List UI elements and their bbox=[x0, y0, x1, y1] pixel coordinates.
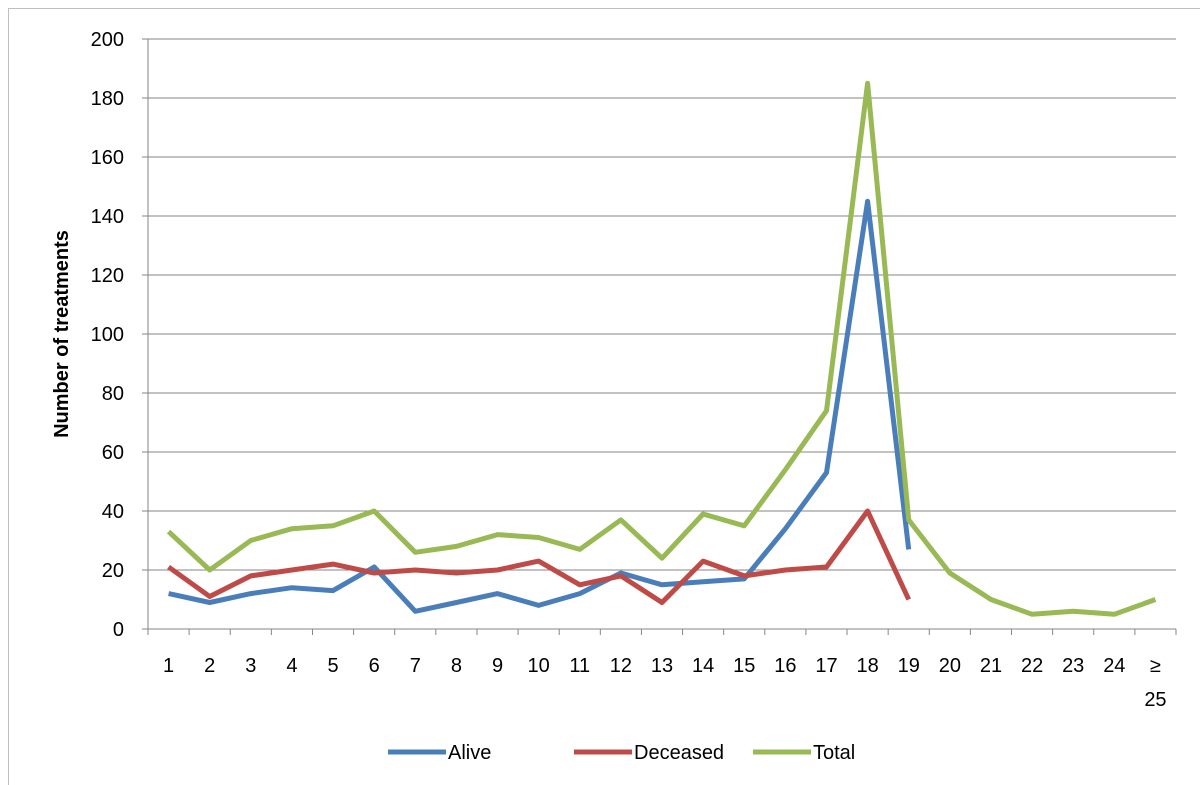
x-tick-label: 17 bbox=[815, 655, 837, 677]
x-tick-label: 23 bbox=[1062, 655, 1084, 677]
x-tick-label: 5 bbox=[327, 655, 338, 677]
x-tick-label: 16 bbox=[774, 655, 796, 677]
y-axis-title: Number of treatments bbox=[51, 230, 73, 438]
x-tick-label: 3 bbox=[245, 655, 256, 677]
gridlines bbox=[148, 38, 1176, 571]
x-tick-label: 18 bbox=[856, 655, 878, 677]
y-tick-label: 140 bbox=[91, 206, 124, 228]
series-lines bbox=[166, 80, 1157, 617]
y-tick-label: 120 bbox=[91, 265, 124, 287]
x-tick-label: 11 bbox=[569, 655, 590, 677]
x-tick-label: 21 bbox=[980, 655, 1002, 677]
legend: Alive Deceased Total bbox=[388, 742, 855, 764]
x-tick-label: 8 bbox=[451, 655, 462, 677]
legend-label-total: Total bbox=[813, 742, 855, 764]
x-tick-label: 12 bbox=[610, 655, 632, 677]
y-tick-label: 60 bbox=[102, 442, 124, 464]
y-tick-label: 80 bbox=[102, 383, 124, 405]
y-tick-label: 100 bbox=[91, 324, 124, 346]
x-tick-label: 4 bbox=[286, 655, 297, 677]
y-tick-label: 40 bbox=[102, 501, 124, 523]
y-tick-label: 180 bbox=[91, 88, 124, 110]
series-line-total bbox=[166, 80, 1157, 617]
x-tick-label: 20 bbox=[939, 655, 961, 677]
x-tick-label: 10 bbox=[528, 655, 550, 677]
chart-frame bbox=[8, 8, 1200, 785]
x-tick-label: 19 bbox=[898, 655, 920, 677]
x-tick-label: 22 bbox=[1021, 655, 1043, 677]
y-tick-label: 160 bbox=[91, 147, 124, 169]
x-tick-label: 9 bbox=[492, 655, 503, 677]
y-tick-label: 200 bbox=[91, 29, 124, 51]
x-tick-labels: 1 2 3 4 5 6 7 8 9 10 11 12 13 14 15 16 17 18 19 20 21 22 23 24 ≥… bbox=[163, 655, 1167, 711]
y-tick-labels: 0 20 40 60 80 100 120 140 160 180 200 bbox=[91, 29, 124, 641]
legend-label-alive: Alive bbox=[448, 742, 491, 764]
y-tick-label: 0 bbox=[113, 619, 124, 641]
x-tick-label-continued: 25 bbox=[1144, 689, 1166, 711]
x-tick-label: 1 bbox=[163, 655, 174, 677]
x-tick-label: 15 bbox=[733, 655, 755, 677]
x-tick-label: ≥ bbox=[1150, 655, 1161, 677]
series-line-deceased bbox=[167, 508, 911, 605]
series-line-alive bbox=[168, 198, 912, 614]
x-tick-label: 7 bbox=[410, 655, 421, 677]
x-tick-label: 14 bbox=[692, 655, 714, 677]
x-tick-label: 13 bbox=[651, 655, 673, 677]
axes bbox=[142, 38, 1177, 635]
x-tick-label: 24 bbox=[1103, 655, 1125, 677]
legend-label-deceased: Deceased bbox=[634, 742, 724, 764]
x-tick-label: 6 bbox=[369, 655, 380, 677]
y-tick-label: 20 bbox=[102, 560, 124, 582]
x-tick-label: 2 bbox=[204, 655, 215, 677]
